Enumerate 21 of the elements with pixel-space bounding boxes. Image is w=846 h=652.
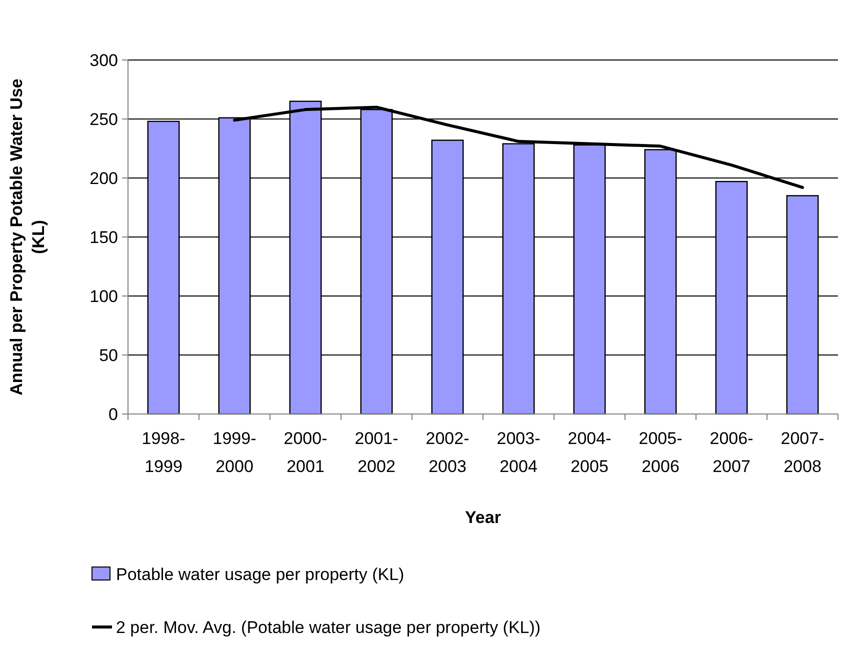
x-tick-label: 1998-1999 bbox=[142, 429, 186, 476]
y-tick-label: 250 bbox=[90, 110, 118, 129]
y-tick-label: 50 bbox=[99, 346, 118, 365]
x-tick-label: 2000-2001 bbox=[284, 429, 328, 476]
legend-label: 2 per. Mov. Avg. (Potable water usage per property (KL)) bbox=[116, 618, 541, 637]
x-tick-label: 2006-2007 bbox=[710, 429, 754, 476]
x-tick-label: 2005-2006 bbox=[638, 429, 682, 476]
x-tick-label: 2001-2002 bbox=[354, 429, 398, 476]
legend-label: Potable water usage per property (KL) bbox=[116, 564, 404, 584]
y-tick-label: 300 bbox=[90, 50, 118, 70]
x-tick-label: 2002-2003 bbox=[426, 429, 470, 476]
x-tick-label: 2004-2005 bbox=[568, 429, 612, 476]
y-tick-label: 200 bbox=[90, 168, 118, 188]
y-tick-label: 0 bbox=[108, 404, 118, 424]
y-axis-title: Annual per Property Potable Water Use (KL) bbox=[7, 78, 48, 396]
y-tick-label: 100 bbox=[90, 286, 118, 306]
x-tick-label: 2003-2004 bbox=[496, 429, 540, 476]
x-axis-title: Year bbox=[465, 508, 502, 527]
y-tick-label: 150 bbox=[90, 228, 118, 247]
x-tick-label: 2007-2008 bbox=[780, 429, 824, 476]
x-tick-label: 1999-2000 bbox=[212, 429, 256, 476]
